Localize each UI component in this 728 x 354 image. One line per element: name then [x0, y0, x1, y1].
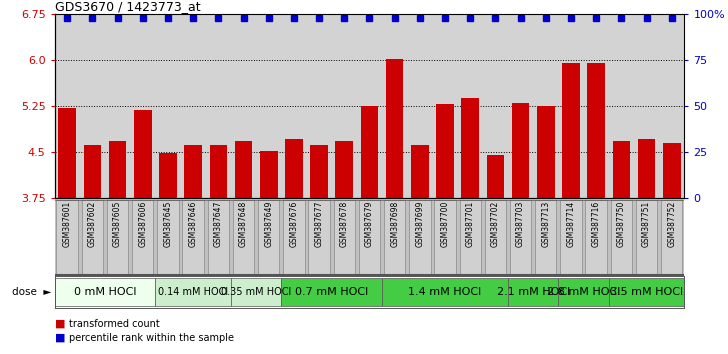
Text: GDS3670 / 1423773_at: GDS3670 / 1423773_at — [55, 0, 200, 13]
FancyBboxPatch shape — [309, 200, 330, 275]
Text: GSM387699: GSM387699 — [416, 201, 424, 247]
Bar — [360, 106, 379, 198]
Bar — [260, 151, 277, 198]
Text: GSM387752: GSM387752 — [668, 201, 676, 247]
Text: transformed count: transformed count — [69, 319, 160, 329]
FancyBboxPatch shape — [359, 200, 380, 275]
Text: GSM387645: GSM387645 — [164, 201, 173, 247]
Text: GSM387676: GSM387676 — [290, 201, 298, 247]
Text: GSM387647: GSM387647 — [214, 201, 223, 247]
Bar — [386, 59, 403, 198]
Bar — [638, 139, 655, 198]
FancyBboxPatch shape — [231, 278, 281, 306]
Text: GSM387703: GSM387703 — [516, 201, 525, 247]
Bar — [184, 145, 202, 198]
FancyBboxPatch shape — [382, 278, 508, 306]
FancyBboxPatch shape — [107, 200, 128, 275]
Bar — [486, 155, 505, 198]
Text: GSM387700: GSM387700 — [440, 201, 449, 247]
Text: GSM387702: GSM387702 — [491, 201, 500, 247]
Text: GSM387701: GSM387701 — [466, 201, 475, 247]
Bar — [210, 145, 227, 198]
Bar — [411, 145, 429, 198]
Text: GSM387605: GSM387605 — [113, 201, 122, 247]
Text: GSM387716: GSM387716 — [592, 201, 601, 247]
FancyBboxPatch shape — [508, 278, 558, 306]
FancyBboxPatch shape — [132, 200, 154, 275]
Text: 3.5 mM HOCl: 3.5 mM HOCl — [610, 287, 683, 297]
Text: 0.7 mM HOCl: 0.7 mM HOCl — [295, 287, 368, 297]
FancyBboxPatch shape — [207, 200, 229, 275]
Bar — [285, 139, 303, 198]
FancyBboxPatch shape — [558, 278, 609, 306]
Bar — [462, 98, 479, 198]
Text: dose  ►: dose ► — [12, 287, 51, 297]
FancyBboxPatch shape — [55, 278, 155, 306]
Bar — [234, 141, 253, 198]
Bar — [159, 153, 177, 198]
Text: GSM387648: GSM387648 — [239, 201, 248, 247]
FancyBboxPatch shape — [459, 200, 481, 275]
FancyBboxPatch shape — [157, 200, 178, 275]
Text: GSM387606: GSM387606 — [138, 201, 147, 247]
FancyBboxPatch shape — [57, 200, 78, 275]
Text: GSM387714: GSM387714 — [566, 201, 575, 247]
Bar — [108, 141, 127, 198]
Text: 1.4 mM HOCl: 1.4 mM HOCl — [408, 287, 482, 297]
Text: 2.1 mM HOCl: 2.1 mM HOCl — [496, 287, 570, 297]
FancyBboxPatch shape — [485, 200, 506, 275]
FancyBboxPatch shape — [535, 200, 556, 275]
FancyBboxPatch shape — [155, 278, 231, 306]
FancyBboxPatch shape — [233, 200, 254, 275]
FancyBboxPatch shape — [609, 278, 684, 306]
FancyBboxPatch shape — [384, 200, 405, 275]
FancyBboxPatch shape — [561, 200, 582, 275]
Text: GSM387601: GSM387601 — [63, 201, 71, 247]
Text: percentile rank within the sample: percentile rank within the sample — [69, 333, 234, 343]
Bar — [310, 145, 328, 198]
FancyBboxPatch shape — [409, 200, 430, 275]
Bar — [562, 63, 579, 198]
FancyBboxPatch shape — [283, 200, 304, 275]
FancyBboxPatch shape — [585, 200, 607, 275]
Text: GSM387677: GSM387677 — [314, 201, 323, 247]
Bar — [336, 141, 353, 198]
Bar — [436, 104, 454, 198]
Text: GSM387602: GSM387602 — [88, 201, 97, 247]
FancyBboxPatch shape — [435, 200, 456, 275]
Bar — [663, 143, 681, 198]
Text: GSM387750: GSM387750 — [617, 201, 626, 247]
Bar — [58, 108, 76, 198]
Text: 2.8 mM HOCl: 2.8 mM HOCl — [547, 287, 620, 297]
FancyBboxPatch shape — [183, 200, 204, 275]
Text: GSM387649: GSM387649 — [264, 201, 273, 247]
Text: 0 mM HOCl: 0 mM HOCl — [74, 287, 136, 297]
Text: ■: ■ — [55, 319, 65, 329]
Text: GSM387646: GSM387646 — [189, 201, 197, 247]
FancyBboxPatch shape — [258, 200, 280, 275]
Bar — [512, 103, 529, 198]
FancyBboxPatch shape — [510, 200, 531, 275]
FancyBboxPatch shape — [661, 200, 682, 275]
Text: GSM387698: GSM387698 — [390, 201, 399, 247]
Bar — [84, 145, 101, 198]
Text: 0.35 mM HOCl: 0.35 mM HOCl — [221, 287, 291, 297]
Bar — [612, 141, 630, 198]
Text: GSM387751: GSM387751 — [642, 201, 651, 247]
Text: GSM387679: GSM387679 — [365, 201, 374, 247]
Text: ■: ■ — [55, 333, 65, 343]
Bar — [134, 110, 151, 198]
Bar — [587, 63, 605, 198]
Text: GSM387713: GSM387713 — [542, 201, 550, 247]
Text: GSM387678: GSM387678 — [340, 201, 349, 247]
FancyBboxPatch shape — [636, 200, 657, 275]
FancyBboxPatch shape — [281, 278, 382, 306]
Bar — [537, 106, 555, 198]
FancyBboxPatch shape — [611, 200, 632, 275]
Text: 0.14 mM HOCl: 0.14 mM HOCl — [158, 287, 228, 297]
FancyBboxPatch shape — [82, 200, 103, 275]
FancyBboxPatch shape — [333, 200, 355, 275]
